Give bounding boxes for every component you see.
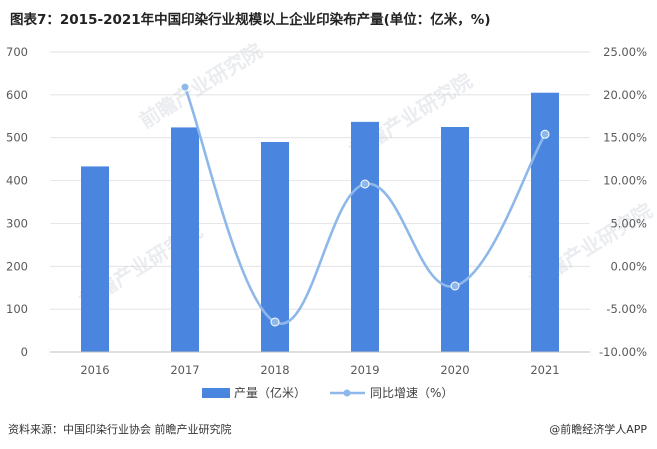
x-tick-label: 2019 [350,363,379,377]
y-left-tick-label: 600 [6,88,28,102]
bar [81,166,109,352]
y-right-tick-label: 25.00% [603,45,647,59]
growth-point [270,317,280,327]
y-right-tick-label: 15.00% [603,131,647,145]
y-right-tick-label: 0.00% [610,259,647,273]
growth-point [180,82,190,92]
y-left-tick-label: 100 [6,302,28,316]
y-right-tick-label: 5.00% [610,216,647,230]
x-tick-label: 2020 [440,363,469,377]
brand-label: @前瞻经济学人APP [549,423,647,436]
bar [441,127,469,352]
y-right-tick-label: -5.00% [606,302,647,316]
y-left-tick-label: 0 [21,345,28,359]
legend-swatch-line-marker [343,389,351,397]
y-left-tick-label: 500 [6,131,28,145]
y-left-tick-label: 700 [6,45,28,59]
bar [261,142,289,352]
chart-title: 图表7：2015-2021年中国印染行业规模以上企业印染布产量(单位：亿米，%) [10,12,491,28]
y-right-tick-label: -10.00% [599,345,647,359]
y-right-tick-label: 10.00% [603,174,647,188]
x-tick-label: 2016 [80,363,109,377]
x-tick-label: 2018 [260,363,289,377]
source-note: 资料来源：中国印染行业协会 前瞻产业研究院 [8,423,232,436]
legend-swatch-bar [202,388,230,398]
legend-label-line: 同比增速（%） [370,386,453,400]
y-left-tick-label: 400 [6,174,28,188]
bar [171,127,199,352]
growth-point [450,281,460,291]
legend: 产量（亿米） 同比增速（%） [202,385,453,400]
legend-label-bar: 产量（亿米） [234,385,306,400]
bar [351,121,379,352]
y-left-tick-label: 300 [6,216,28,230]
growth-line [183,86,547,325]
y-right-tick-label: 20.00% [603,88,647,102]
growth-point [360,179,370,189]
x-tick-label: 2021 [530,363,559,377]
y-left-tick-label: 200 [6,259,28,273]
growth-point [540,129,550,139]
x-tick-label: 2017 [170,363,199,377]
